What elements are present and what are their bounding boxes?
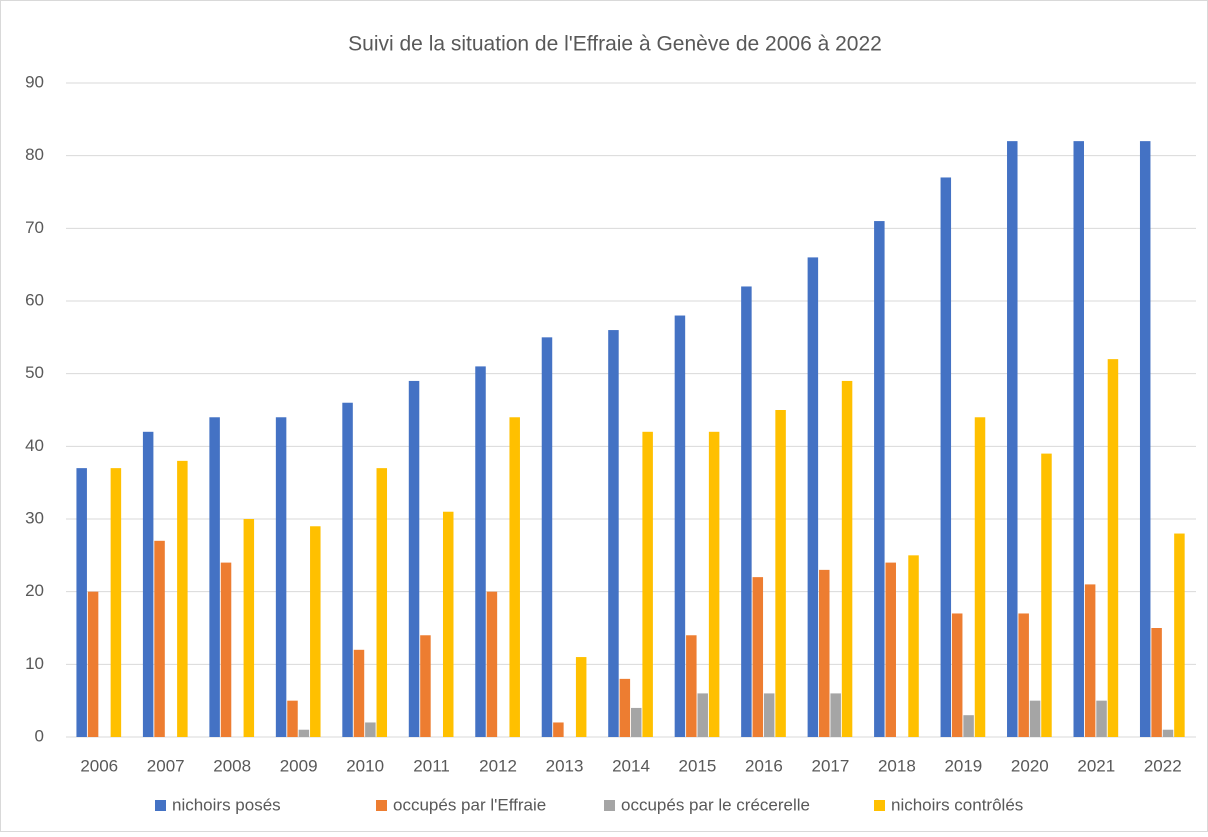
bar — [752, 577, 764, 737]
y-tick-label: 50 — [25, 363, 44, 382]
bar — [608, 330, 619, 737]
bar — [974, 417, 986, 737]
bar — [154, 540, 165, 737]
bar — [908, 555, 919, 737]
legend-label: occupés par le crécerelle — [621, 795, 810, 814]
bar — [209, 417, 220, 737]
y-tick-label: 40 — [25, 436, 44, 455]
bar — [686, 635, 697, 737]
bar — [287, 700, 298, 737]
y-tick-label: 10 — [25, 654, 44, 673]
x-tick-label: 2007 — [147, 756, 185, 775]
bar — [885, 562, 896, 737]
chart-title: Suivi de la situation de l'Effraie à Gen… — [348, 33, 882, 56]
bar — [674, 315, 686, 737]
bar — [1174, 533, 1185, 737]
legend-label: nichoirs contrôlés — [891, 795, 1023, 814]
bar — [1151, 628, 1162, 737]
bar — [541, 337, 553, 737]
bar — [298, 729, 310, 737]
x-tick-label: 2009 — [280, 756, 318, 775]
legend-label: nichoirs posés — [172, 795, 281, 814]
bar — [830, 693, 841, 737]
bar — [1107, 359, 1119, 737]
legend-swatch — [604, 800, 615, 811]
bar — [1096, 700, 1107, 737]
bar — [110, 468, 122, 737]
bar — [697, 693, 708, 737]
x-tick-label: 2013 — [546, 756, 584, 775]
bar — [509, 417, 520, 737]
bar — [1041, 453, 1052, 737]
bar — [819, 569, 830, 737]
bar — [342, 402, 353, 737]
bar — [741, 286, 752, 737]
y-tick-label: 70 — [25, 218, 44, 237]
legend-swatch — [155, 800, 166, 811]
bar — [631, 707, 642, 737]
x-tick-label: 2010 — [346, 756, 384, 775]
bar — [642, 431, 653, 737]
bar — [76, 468, 87, 737]
x-tick-label: 2006 — [80, 756, 118, 775]
x-tick-label: 2017 — [811, 756, 849, 775]
bar — [87, 591, 99, 737]
legend-label: occupés par l'Effraie — [393, 795, 546, 814]
y-tick-label: 0 — [35, 726, 44, 745]
bar — [951, 613, 963, 737]
x-tick-label: 2014 — [612, 756, 650, 775]
bar — [408, 380, 420, 737]
bar — [1073, 141, 1084, 738]
x-tick-label: 2021 — [1077, 756, 1115, 775]
y-tick-label: 30 — [25, 508, 44, 527]
bar — [575, 657, 587, 737]
bar — [486, 591, 498, 737]
bar — [1084, 584, 1096, 737]
bar — [420, 635, 431, 737]
bar — [142, 431, 154, 737]
bar — [963, 715, 974, 737]
bar — [841, 380, 853, 737]
bar — [365, 722, 376, 737]
bar — [353, 649, 365, 737]
bar — [220, 562, 232, 737]
bar — [708, 431, 720, 737]
bar — [940, 177, 952, 737]
bar — [310, 526, 321, 737]
bar — [243, 519, 255, 737]
legend-swatch — [376, 800, 387, 811]
legend-swatch — [874, 800, 885, 811]
bar — [553, 722, 564, 737]
bar — [177, 460, 188, 737]
x-tick-label: 2015 — [679, 756, 717, 775]
y-tick-label: 80 — [25, 145, 44, 164]
x-tick-label: 2022 — [1144, 756, 1182, 775]
bar — [442, 511, 454, 737]
bar — [275, 417, 287, 737]
x-tick-label: 2019 — [944, 756, 982, 775]
bar — [475, 366, 486, 737]
x-tick-label: 2011 — [413, 756, 450, 775]
bar — [376, 468, 388, 737]
y-tick-label: 90 — [25, 72, 44, 91]
x-tick-label: 2020 — [1011, 756, 1049, 775]
bar — [775, 410, 786, 737]
bar — [1162, 729, 1174, 737]
x-tick-label: 2012 — [479, 756, 517, 775]
bar — [1018, 613, 1029, 737]
bar — [1029, 700, 1041, 737]
bar — [763, 693, 775, 737]
bar — [874, 221, 885, 738]
y-tick-label: 60 — [25, 290, 44, 309]
y-tick-label: 20 — [25, 581, 44, 600]
bar — [619, 678, 631, 737]
x-tick-label: 2018 — [878, 756, 916, 775]
bar — [807, 257, 819, 737]
x-tick-label: 2016 — [745, 756, 783, 775]
bar — [1139, 141, 1151, 738]
x-tick-label: 2008 — [213, 756, 251, 775]
bar — [1007, 141, 1018, 738]
